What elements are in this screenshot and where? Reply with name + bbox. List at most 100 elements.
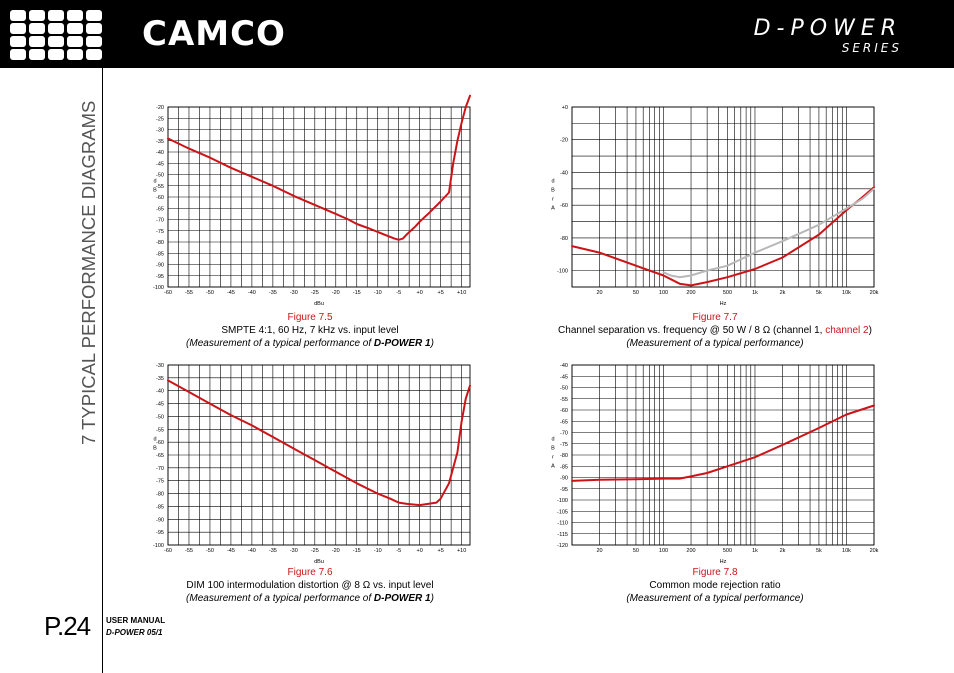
caption-figure-7-7: Figure 7.7 Channel separation vs. freque… xyxy=(530,311,900,350)
x-tick-label: -10 xyxy=(374,548,382,554)
y-tick-label: -45 xyxy=(156,402,164,408)
channel-2-label: channel 2 xyxy=(825,325,869,336)
note-text: (Measurement of a typical performance of xyxy=(186,338,374,349)
x-tick-label: -30 xyxy=(290,548,298,554)
figure-title: Channel separation vs. frequency @ 50 W … xyxy=(530,324,900,337)
title-text-end: ) xyxy=(868,325,872,336)
note-text-end: ) xyxy=(430,593,434,604)
x-tick-label: 20k xyxy=(870,548,879,554)
y-tick-label: -50 xyxy=(560,386,568,392)
chart-figure-7-7: 20 50 100 200 500 1k 2k 5k 10k 20k +0 -20 -40 -60 -80 -… xyxy=(545,100,885,312)
y-axis-label: B xyxy=(551,188,555,194)
x-tick-label: -15 xyxy=(353,548,361,554)
y-tick-label: -65 xyxy=(156,453,164,459)
y-axis-label: r xyxy=(552,455,554,461)
x-tick-label: 100 xyxy=(659,548,668,554)
y-tick-label: -55 xyxy=(560,397,568,403)
x-tick-label: -30 xyxy=(290,290,298,296)
y-tick-label: -100 xyxy=(153,285,164,291)
x-tick-label: -50 xyxy=(206,290,214,296)
x-tick-label: -35 xyxy=(269,548,277,554)
y-tick-label: -60 xyxy=(156,195,164,201)
caption-figure-7-8: Figure 7.8 Common mode rejection ratio (… xyxy=(545,566,885,605)
x-tick-label: 20k xyxy=(870,290,879,296)
y-tick-label: -45 xyxy=(156,161,164,167)
y-tick-label: -35 xyxy=(156,139,164,145)
x-tick-label: 50 xyxy=(633,290,639,296)
y-tick-label: -100 xyxy=(557,269,568,275)
chart-figure-7-6: -60 -55 -50 -45 -40 -35 -30 -25 -20 -15 -10 -5 +0 +5 +… xyxy=(150,358,480,570)
y-tick-label: -95 xyxy=(560,487,568,493)
y-tick-label: -50 xyxy=(156,414,164,420)
y-tick-label: -60 xyxy=(560,203,568,209)
x-tick-label: 1k xyxy=(752,548,758,554)
y-tick-label: -35 xyxy=(156,376,164,382)
manual-reference: USER MANUAL D-POWER 05/1 xyxy=(106,615,165,639)
y-tick-label: -85 xyxy=(560,464,568,470)
y-tick-label: -70 xyxy=(560,431,568,437)
y-tick-label: -55 xyxy=(156,184,164,190)
chart-figure-7-5: -60 -55 -50 -45 -40 -35 -30 -25 -20 -15 -10 -5 +0 +5 +… xyxy=(150,94,480,312)
x-tick-label: -60 xyxy=(164,290,172,296)
x-tick-label: 100 xyxy=(659,290,668,296)
y-tick-label: -75 xyxy=(156,229,164,235)
y-tick-label: -80 xyxy=(560,453,568,459)
y-tick-label: -55 xyxy=(156,427,164,433)
y-axis-label: d xyxy=(153,179,156,185)
x-tick-label: +10 xyxy=(457,548,466,554)
y-tick-label: -85 xyxy=(156,504,164,510)
x-tick-label: -25 xyxy=(311,290,319,296)
plot-frame xyxy=(571,364,875,546)
y-tick-label: +0 xyxy=(562,105,568,111)
x-tick-label: -50 xyxy=(206,548,214,554)
figure-number: Figure 7.7 xyxy=(692,312,738,323)
x-tick-label: -35 xyxy=(269,290,277,296)
page-number: P.24 xyxy=(44,611,91,641)
series-line xyxy=(662,187,875,279)
x-tick-label: 50 xyxy=(633,548,639,554)
figure-note: (Measurement of a typical performance) xyxy=(626,593,804,604)
x-tick-label: 5k xyxy=(816,290,822,296)
x-tick-label: +0 xyxy=(417,548,423,554)
manual-doc-id: D-POWER 05/1 xyxy=(106,628,163,637)
series-line xyxy=(571,186,875,287)
chart-figure-7-8: 20 50 100 200 500 1k 2k 5k 10k 20k -40 -45 -50 -55 -60… xyxy=(545,358,885,570)
x-tick-label: 2k xyxy=(780,548,786,554)
y-axis-label: d xyxy=(153,437,156,443)
y-tick-label: -120 xyxy=(557,543,568,549)
manual-label: USER MANUAL xyxy=(106,616,166,625)
note-model: D-POWER 1 xyxy=(373,593,431,604)
y-axis-label: d xyxy=(551,437,554,443)
product-name: D-POWER xyxy=(753,16,902,41)
y-tick-label: -95 xyxy=(156,530,164,536)
y-tick-label: -90 xyxy=(560,476,568,482)
y-tick-label: -25 xyxy=(156,116,164,122)
y-tick-label: -65 xyxy=(560,419,568,425)
y-tick-label: -30 xyxy=(156,363,164,369)
y-tick-label: -65 xyxy=(156,206,164,212)
plot-frame xyxy=(571,106,875,288)
x-tick-label: 10k xyxy=(842,548,851,554)
x-tick-label: -5 xyxy=(396,548,401,554)
x-tick-label: +10 xyxy=(457,290,466,296)
y-axis-label: B xyxy=(153,188,157,194)
x-tick-label: -5 xyxy=(396,290,401,296)
y-tick-label: -40 xyxy=(156,389,164,395)
y-tick-label: -110 xyxy=(557,521,568,527)
x-tick-label: 20 xyxy=(596,548,602,554)
y-tick-label: -40 xyxy=(560,170,568,176)
x-tick-label: 1k xyxy=(752,290,758,296)
logo-grid-icon xyxy=(10,10,102,61)
y-tick-label: -40 xyxy=(156,150,164,156)
y-axis-label: B xyxy=(153,446,157,452)
figure-note: (Measurement of a typical performance) xyxy=(626,338,804,349)
grid-lines xyxy=(571,364,875,546)
plot-frame xyxy=(167,106,471,288)
y-tick-label: -85 xyxy=(156,251,164,257)
caption-figure-7-6: Figure 7.6 DIM 100 intermodulation disto… xyxy=(150,566,470,605)
figure-title: DIM 100 intermodulation distortion @ 8 Ω… xyxy=(186,580,434,591)
x-axis-label: Hz xyxy=(720,301,727,307)
y-axis-label: r xyxy=(552,197,554,203)
series-line xyxy=(571,404,875,482)
x-tick-label: -25 xyxy=(311,548,319,554)
